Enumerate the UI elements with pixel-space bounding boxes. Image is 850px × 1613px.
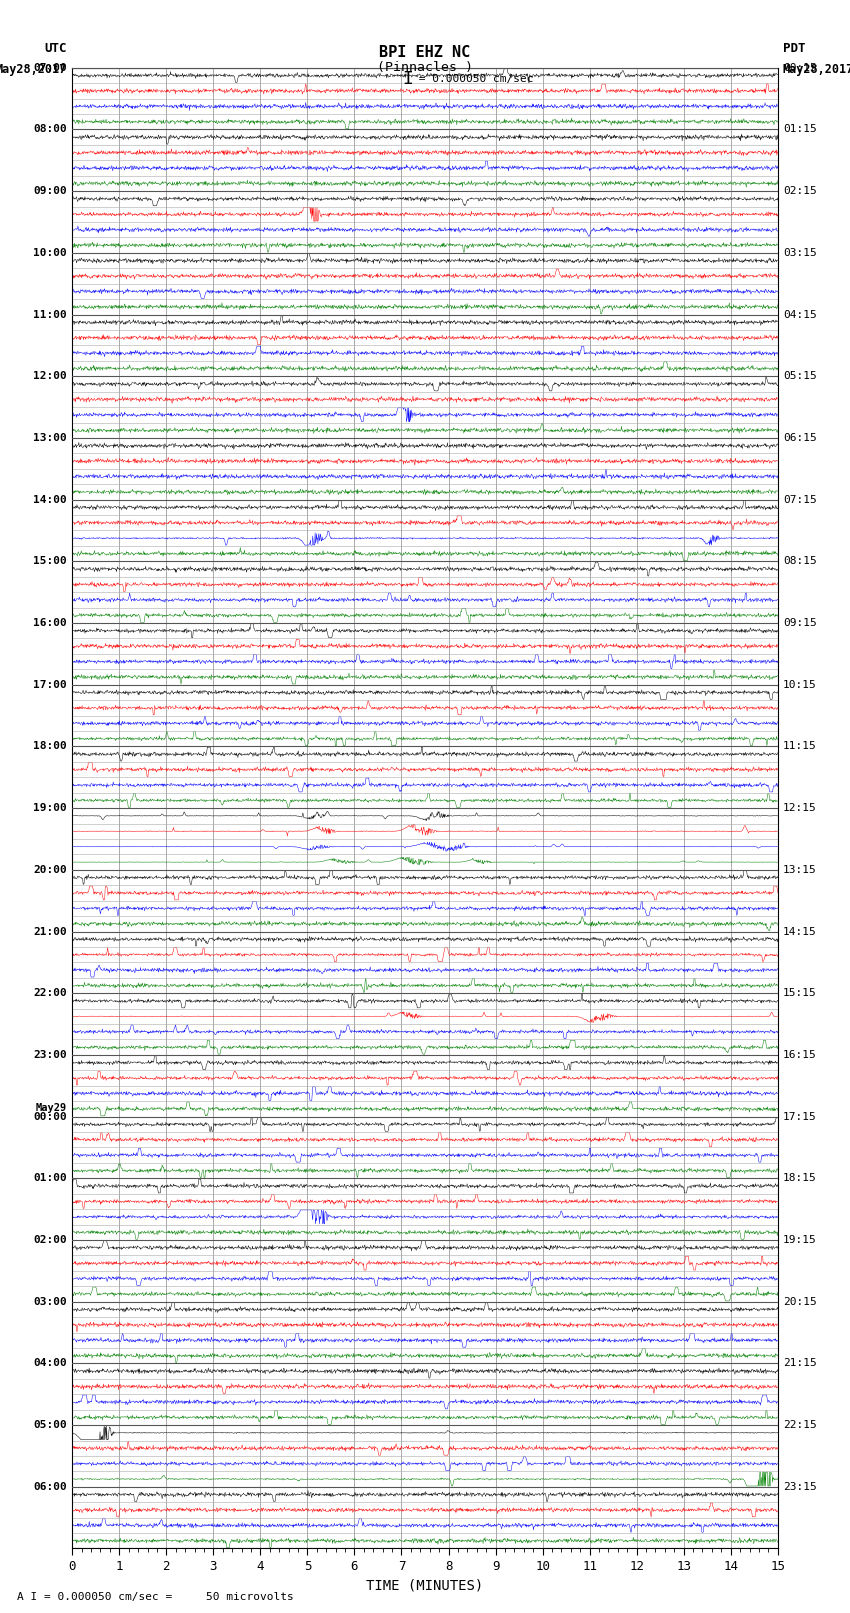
Text: 21:00: 21:00 [33, 926, 67, 937]
Text: 00:00: 00:00 [33, 1111, 67, 1121]
Text: = 0.000050 cm/sec: = 0.000050 cm/sec [412, 74, 534, 84]
Text: UTC: UTC [45, 42, 67, 55]
Text: 09:15: 09:15 [783, 618, 817, 627]
Text: PDT: PDT [783, 42, 805, 55]
Text: 18:15: 18:15 [783, 1173, 817, 1184]
Text: 16:00: 16:00 [33, 618, 67, 627]
Text: 04:15: 04:15 [783, 310, 817, 319]
Text: BPI EHZ NC: BPI EHZ NC [379, 45, 471, 60]
Text: 20:15: 20:15 [783, 1297, 817, 1307]
Text: 15:00: 15:00 [33, 556, 67, 566]
Text: 23:15: 23:15 [783, 1482, 817, 1492]
Text: (Pinnacles ): (Pinnacles ) [377, 61, 473, 74]
Text: May29: May29 [36, 1103, 67, 1113]
Text: 00:15: 00:15 [783, 63, 817, 73]
Text: 10:15: 10:15 [783, 679, 817, 690]
Text: 23:00: 23:00 [33, 1050, 67, 1060]
Text: 08:00: 08:00 [33, 124, 67, 134]
Text: 20:00: 20:00 [33, 865, 67, 874]
Text: 22:00: 22:00 [33, 989, 67, 998]
Text: I: I [403, 69, 413, 89]
Text: 12:15: 12:15 [783, 803, 817, 813]
Text: 13:00: 13:00 [33, 432, 67, 444]
Text: 14:00: 14:00 [33, 495, 67, 505]
Text: 17:00: 17:00 [33, 679, 67, 690]
Text: 18:00: 18:00 [33, 742, 67, 752]
Text: 06:15: 06:15 [783, 432, 817, 444]
Text: 17:15: 17:15 [783, 1111, 817, 1121]
Text: 22:15: 22:15 [783, 1419, 817, 1431]
Text: 14:15: 14:15 [783, 926, 817, 937]
Text: 13:15: 13:15 [783, 865, 817, 874]
Text: 12:00: 12:00 [33, 371, 67, 381]
Text: 16:15: 16:15 [783, 1050, 817, 1060]
Text: 08:15: 08:15 [783, 556, 817, 566]
Text: 19:00: 19:00 [33, 803, 67, 813]
Text: 15:15: 15:15 [783, 989, 817, 998]
Text: May28,2017: May28,2017 [0, 63, 67, 76]
Text: 09:00: 09:00 [33, 185, 67, 197]
Text: 05:00: 05:00 [33, 1419, 67, 1431]
Text: 21:15: 21:15 [783, 1358, 817, 1368]
Text: 10:00: 10:00 [33, 248, 67, 258]
Text: 02:00: 02:00 [33, 1236, 67, 1245]
Text: May28,2017: May28,2017 [783, 63, 850, 76]
Text: 03:00: 03:00 [33, 1297, 67, 1307]
Text: 06:00: 06:00 [33, 1482, 67, 1492]
Text: 07:00: 07:00 [33, 63, 67, 73]
Text: 02:15: 02:15 [783, 185, 817, 197]
Text: 11:15: 11:15 [783, 742, 817, 752]
Text: 07:15: 07:15 [783, 495, 817, 505]
X-axis label: TIME (MINUTES): TIME (MINUTES) [366, 1579, 484, 1594]
Text: 01:15: 01:15 [783, 124, 817, 134]
Text: 01:00: 01:00 [33, 1173, 67, 1184]
Text: 03:15: 03:15 [783, 248, 817, 258]
Text: 04:00: 04:00 [33, 1358, 67, 1368]
Text: 19:15: 19:15 [783, 1236, 817, 1245]
Text: 11:00: 11:00 [33, 310, 67, 319]
Text: 05:15: 05:15 [783, 371, 817, 381]
Text: A I = 0.000050 cm/sec =     50 microvolts: A I = 0.000050 cm/sec = 50 microvolts [17, 1592, 294, 1602]
